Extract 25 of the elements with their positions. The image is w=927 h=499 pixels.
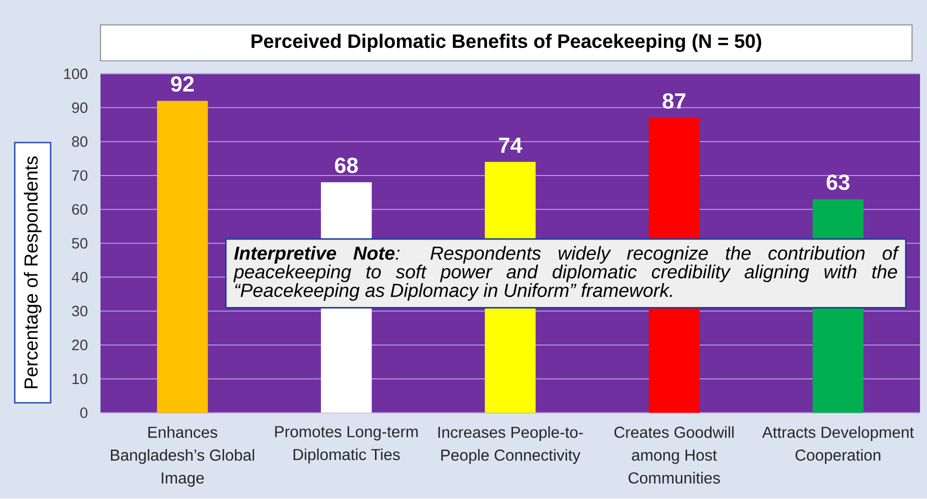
y-tick-label: 100 <box>64 68 88 80</box>
data-label: 68 <box>334 158 358 174</box>
y-tick-label: 30 <box>72 306 88 317</box>
data-label: 87 <box>662 93 686 109</box>
data-label: 63 <box>826 174 850 190</box>
y-tick-label: 60 <box>72 204 88 215</box>
x-tick-label: Attracts Development Cooperation <box>762 426 914 464</box>
y-tick-label: 40 <box>72 272 88 283</box>
annotation: Interpretive Note: Respondents widely recognize the contribution of peacekeeping to soft power and diplomatic credibility aligning with the “Peacekeeping as Diplomacy in Uniform” framework. <box>233 246 900 302</box>
chart-title: Perceived Diplomatic Benefits of Peacekeeping (N = 50) <box>252 34 762 52</box>
x-tick-label: Creates Goodwill among Host Communities <box>614 426 734 484</box>
data-label: 74 <box>499 138 522 153</box>
y-tick-label: 50 <box>72 238 88 249</box>
x-tick-label: Enhances Bangladesh’s Global Image <box>110 426 254 487</box>
y-tick-label: 70 <box>72 170 88 181</box>
y-tick-label: 80 <box>72 136 88 148</box>
y-tick-label: 0 <box>80 408 88 418</box>
y-tick-label: 10 <box>72 374 88 384</box>
bar <box>157 101 208 414</box>
x-tick-label: Increases People-to-People Connectivity <box>438 426 583 464</box>
y-tick-label: 20 <box>72 340 88 350</box>
data-label: 92 <box>171 76 194 92</box>
y-tick-label: 90 <box>72 102 88 114</box>
x-tick-label: Promotes Long-term Diplomatic Ties <box>275 426 418 464</box>
y-axis-title: Percentage of Respondents <box>24 156 42 388</box>
